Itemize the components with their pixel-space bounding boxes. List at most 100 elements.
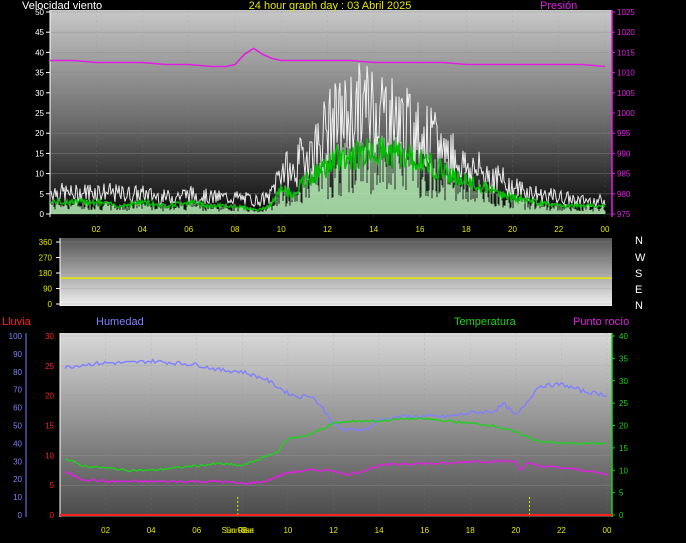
- temp-y-tick-label: 5: [619, 489, 624, 498]
- wind-x-tick-label: 14: [369, 225, 378, 234]
- wind-x-tick-label: 12: [323, 225, 332, 234]
- wind-gust-series: [50, 63, 606, 209]
- wind-axis-title: Velocidad viento: [22, 0, 102, 12]
- rain-y-tick-label: 15: [45, 422, 54, 431]
- temp-y-tick-label: 10: [619, 466, 628, 475]
- temp-y-tick-label: 15: [619, 444, 628, 453]
- pressure-line: [50, 47, 606, 68]
- dir-letter-w: W: [635, 252, 646, 264]
- temp-y-tick-label: 35: [619, 354, 628, 363]
- humidity-y-tick-label: 20: [13, 475, 22, 484]
- wind-panel-bg: [50, 10, 612, 217]
- direction-y-tick-label: 90: [43, 285, 52, 294]
- humidity-y-tick-label: 30: [13, 457, 22, 466]
- pressure-y-tick-label: 995: [617, 129, 631, 138]
- wind-y-tick-label: 0: [40, 210, 45, 219]
- humidity-y-tick-label: 80: [13, 368, 22, 377]
- pressure-y-tick-label: 1015: [617, 48, 635, 57]
- humidity-y-tick-label: 70: [13, 386, 22, 395]
- rain-y-tick-label: 30: [45, 332, 54, 341]
- wind-x-tick-label: 20: [508, 225, 517, 234]
- wind-y-tick-label: 45: [35, 28, 44, 37]
- temp-x-tick-label: 10: [283, 526, 292, 535]
- dewpoint-line: [64, 459, 608, 486]
- rain-y-tick-label: 25: [45, 362, 54, 371]
- temp-y-tick-label: 20: [619, 422, 628, 431]
- wind-x-tick-label: 04: [138, 225, 147, 234]
- direction-panel-bg: [60, 238, 612, 306]
- temp-x-tick-label: 18: [466, 526, 475, 535]
- wind-y-tick-label: 40: [35, 48, 44, 57]
- temp-y-tick-label: 30: [619, 377, 628, 386]
- temp-panel-bg: [60, 333, 612, 517]
- direction-y-tick-label: 270: [39, 254, 53, 263]
- dir-letter-e: E: [635, 284, 642, 296]
- temp-x-tick-label: 20: [511, 526, 520, 535]
- temperature-axis-title: Temperatura: [454, 316, 517, 328]
- pressure-y-tick-label: 980: [617, 190, 631, 199]
- temperature-line: [64, 416, 608, 473]
- wind-x-tick-label: 06: [184, 225, 193, 234]
- humidity-y-tick-label: 0: [18, 511, 23, 520]
- wind-y-tick-label: 30: [35, 89, 44, 98]
- humidity-y-tick-label: 60: [13, 404, 22, 413]
- rain-y-tick-label: 10: [45, 451, 54, 460]
- wind-y-tick-label: 50: [35, 8, 44, 17]
- humidity-y-tick-label: 10: [13, 493, 22, 502]
- pressure-y-tick-label: 1025: [617, 8, 635, 17]
- wind-x-tick-label: 00: [601, 225, 610, 234]
- temp-x-tick-label: 12: [329, 526, 338, 535]
- wind-gust-line: [50, 63, 606, 209]
- wind-x-tick-label: 22: [554, 225, 563, 234]
- temp-y-tick-label: 40: [619, 332, 628, 341]
- wind-x-tick-label: 18: [462, 225, 471, 234]
- temp-x-tick-label: 08: [238, 526, 247, 535]
- wind-y-tick-label: 5: [40, 190, 45, 199]
- direction-y-tick-label: 180: [39, 269, 53, 278]
- temp-x-tick-label: 04: [147, 526, 156, 535]
- pressure-y-tick-label: 1005: [617, 89, 635, 98]
- temp-x-tick-label: 02: [101, 526, 110, 535]
- temp-x-tick-label: 00: [603, 526, 612, 535]
- wind-y-tick-label: 35: [35, 69, 44, 78]
- rain-y-tick-label: 5: [50, 481, 55, 490]
- pressure-y-tick-label: 1000: [617, 109, 635, 118]
- wind-avg-line: [50, 137, 606, 212]
- rain-y-tick-label: 20: [45, 392, 54, 401]
- pressure-y-tick-label: 985: [617, 170, 631, 179]
- dewpoint-axis-title: Punto rocío: [573, 316, 629, 328]
- pressure-y-tick-label: 975: [617, 210, 631, 219]
- humidity-y-tick-label: 100: [9, 332, 23, 341]
- temp-x-tick-label: 22: [557, 526, 566, 535]
- wind-x-tick-label: 08: [231, 225, 240, 234]
- temp-x-tick-label: 14: [375, 526, 384, 535]
- wind-y-tick-label: 10: [35, 170, 44, 179]
- wind-y-tick-label: 25: [35, 109, 44, 118]
- temp-y-tick-label: 0: [619, 511, 624, 520]
- pressure-axis-title: Presión: [540, 0, 577, 12]
- humidity-y-tick-label: 50: [13, 422, 22, 431]
- wind-x-tick-label: 16: [416, 225, 425, 234]
- sunset-label: Sun Set: [226, 526, 255, 535]
- humidity-axis-title: Humedad: [96, 316, 144, 328]
- dir-letter-n-top: N: [635, 235, 643, 247]
- temp-x-tick-label: 06: [192, 526, 201, 535]
- temp-x-tick-label: 16: [420, 526, 429, 535]
- dir-letter-s: S: [635, 268, 642, 280]
- chart-title: 24 hour graph day : 03 Abril 2025: [249, 0, 412, 12]
- rain-axis-title: Lluvia: [2, 316, 32, 328]
- pressure-y-tick-label: 1020: [617, 28, 635, 37]
- humidity-y-tick-label: 40: [13, 439, 22, 448]
- direction-y-tick-label: 0: [48, 300, 53, 309]
- wind-x-tick-label: 02: [92, 225, 101, 234]
- wind-y-tick-label: 20: [35, 129, 44, 138]
- wind-x-tick-label: 10: [277, 225, 286, 234]
- humidity-y-tick-label: 90: [13, 350, 22, 359]
- humidity-line: [64, 358, 608, 433]
- dir-letter-n-bottom: N: [635, 300, 643, 312]
- direction-y-tick-label: 360: [39, 238, 53, 247]
- temp-y-tick-label: 25: [619, 399, 628, 408]
- wind-y-tick-label: 15: [35, 149, 44, 158]
- sunrise-label: Sun Rise: [222, 526, 255, 535]
